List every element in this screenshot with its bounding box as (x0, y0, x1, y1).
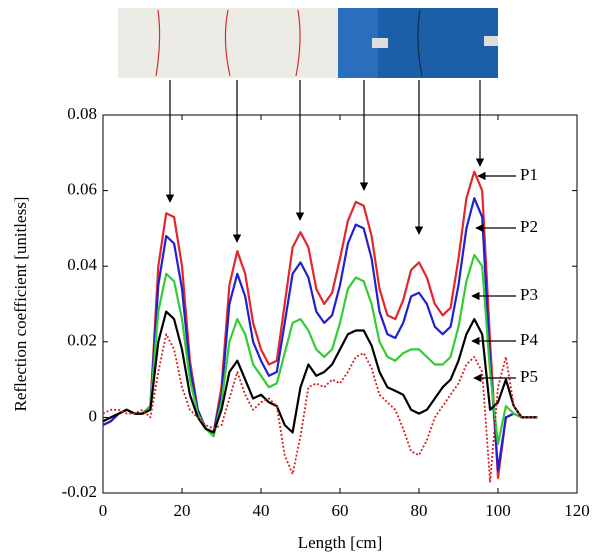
series-line (102, 310, 538, 434)
x-tick-label: 60 (332, 501, 349, 520)
photo (118, 8, 498, 78)
y-tick-label: 0.04 (67, 255, 97, 274)
series-label: P1 (520, 165, 538, 184)
series-line (102, 333, 538, 483)
y-tick-label: 0 (89, 406, 98, 425)
x-tick-label: 40 (253, 501, 270, 520)
y-tick-label: 0.02 (67, 331, 97, 350)
series-label: P2 (520, 217, 538, 236)
series-line (102, 170, 538, 479)
y-axis-label: Reflection coefficient [unitless] (11, 197, 30, 412)
series-line (102, 253, 538, 445)
y-tick-label: -0.02 (62, 482, 97, 501)
plot-frame (102, 114, 578, 494)
x-tick-label: 0 (99, 501, 108, 520)
photo-arrows (165, 80, 485, 243)
x-tick-label: 80 (411, 501, 428, 520)
y-tick-label: 0.08 (67, 104, 97, 123)
series-label: P5 (520, 367, 538, 386)
x-tick-label: 20 (174, 501, 191, 520)
x-axis-label: Length [cm] (298, 533, 383, 552)
series-line (102, 197, 538, 472)
series-label: P3 (520, 285, 538, 304)
series-label: P4 (520, 330, 538, 349)
x-tick-label: 100 (485, 501, 511, 520)
x-tick-label: 120 (564, 501, 590, 520)
y-tick-label: 0.06 (67, 180, 97, 199)
